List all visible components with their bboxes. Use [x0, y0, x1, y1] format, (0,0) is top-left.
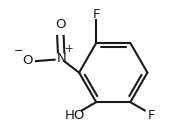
Text: +: +: [65, 44, 73, 54]
Text: HO: HO: [65, 109, 85, 122]
Text: O: O: [22, 54, 33, 67]
Text: F: F: [147, 109, 155, 122]
Text: F: F: [92, 8, 100, 21]
Text: −: −: [14, 46, 23, 56]
Text: O: O: [55, 18, 66, 31]
Text: N: N: [56, 52, 66, 65]
